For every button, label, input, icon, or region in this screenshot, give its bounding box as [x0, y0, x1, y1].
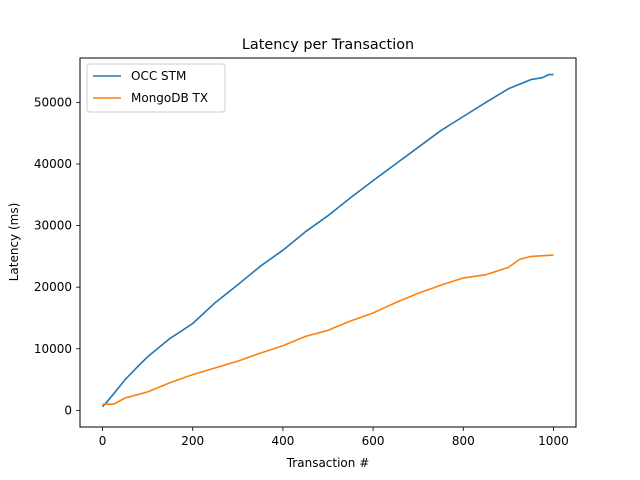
y-axis-ticks: 0 10000 20000 30000 40000 50000: [34, 95, 80, 417]
plot-lines: [101, 73, 554, 408]
x-tick-label: 200: [181, 434, 204, 448]
chart-title: Latency per Transaction: [242, 37, 414, 53]
y-tick-label: 0: [64, 403, 72, 417]
y-axis-title: Latency (ms): [7, 203, 21, 282]
legend-label-occ-stm: OCC STM: [131, 69, 186, 83]
x-axis-ticks: 0 200 400 600 800 1000: [99, 427, 569, 448]
legend: OCC STM MongoDB TX: [86, 63, 226, 113]
y-tick-label: 20000: [34, 280, 72, 294]
legend-box: [86, 63, 226, 113]
y-tick-label: 50000: [34, 95, 72, 109]
x-axis-title: Transaction #: [286, 456, 370, 470]
x-tick-label: 1000: [538, 434, 569, 448]
x-tick-label: 800: [452, 434, 475, 448]
series-line-occ-stm: [101, 73, 554, 408]
x-tick-label: 400: [271, 434, 294, 448]
x-tick-label: 0: [99, 434, 107, 448]
legend-label-mongodb-tx: MongoDB TX: [131, 91, 208, 105]
plot-frame: [79, 57, 577, 428]
y-tick-label: 30000: [34, 219, 72, 233]
x-tick-label: 600: [362, 434, 385, 448]
y-tick-label: 40000: [34, 157, 72, 171]
y-tick-label: 10000: [34, 342, 72, 356]
series-line-mongodb-tx: [102, 254, 554, 406]
